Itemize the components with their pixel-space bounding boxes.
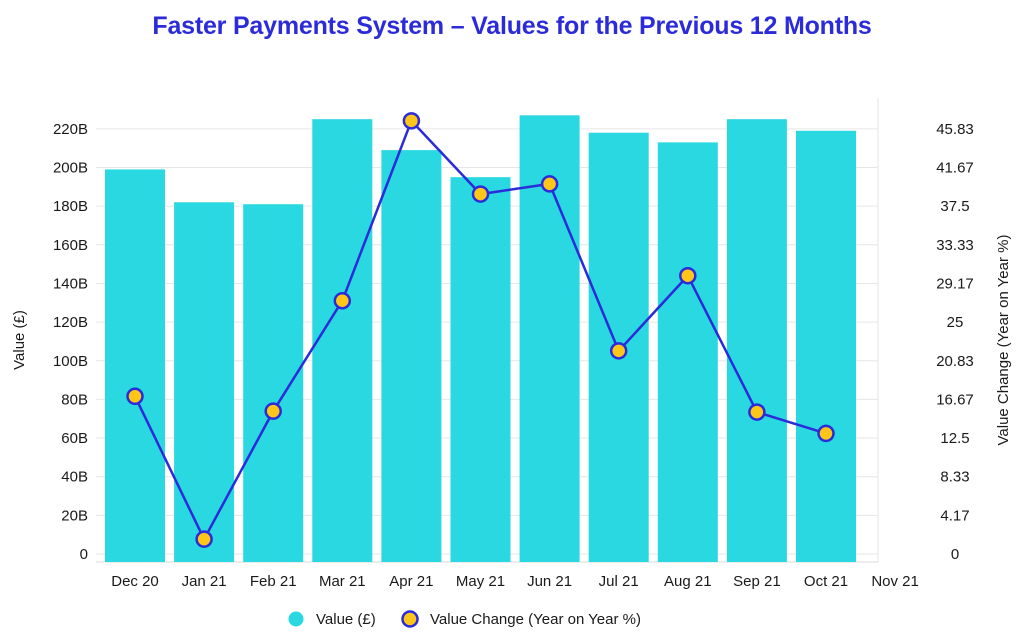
bar xyxy=(796,130,856,562)
y-axis-title: Value (£) xyxy=(11,310,28,370)
y2-tick-label: 29.17 xyxy=(936,275,974,292)
y-tick-label: 100B xyxy=(53,353,88,370)
chart-title: Faster Payments System – Values for the … xyxy=(152,12,872,40)
x-tick-label: Mar 21 xyxy=(319,573,366,590)
y2-tick-label: 16.67 xyxy=(936,391,974,408)
legend-label-value-change: Value Change (Year on Year %) xyxy=(430,611,641,628)
y-tick-label: 140B xyxy=(53,275,88,292)
x-tick-label: May 21 xyxy=(456,573,505,590)
x-axis-ticks: Dec 20 Jan 21 Feb 21 Mar 21 Apr 21 May 21 Jun … xyxy=(111,573,919,590)
y-tick-label: 200B xyxy=(53,160,88,177)
x-tick-label: Apr 21 xyxy=(389,573,433,590)
line-series xyxy=(126,112,835,548)
bar xyxy=(381,150,442,563)
x-tick-label: Jul 21 xyxy=(599,573,639,590)
y-tick-label: 120B xyxy=(53,314,88,331)
y2-tick-label: 4.17 xyxy=(940,507,969,524)
bar xyxy=(726,119,787,562)
x-tick-label: Jun 21 xyxy=(527,573,572,590)
x-tick-label: Feb 21 xyxy=(250,573,297,590)
line-point xyxy=(195,530,213,548)
bar xyxy=(174,202,235,562)
y2-tick-label: 33.33 xyxy=(936,237,974,254)
legend: Value (£) Value Change (Year on Year %) xyxy=(288,610,641,628)
y2-tick-label: 41.67 xyxy=(936,160,974,177)
x-tick-label: Dec 20 xyxy=(111,573,159,590)
legend-swatch-value-change xyxy=(401,610,419,628)
x-tick-label: Sep 21 xyxy=(733,573,781,590)
y-tick-label: 180B xyxy=(53,198,88,215)
y-axis-right-ticks: 0 4.17 8.33 12.5 16.67 20.83 25 29.17 33.33 37.5 4… xyxy=(936,121,974,563)
x-tick-label: Nov 21 xyxy=(871,573,919,590)
legend-swatch-value xyxy=(288,611,304,627)
y-axis-left-ticks: 0 20B 40B 60B 80B 100B 120B 140B 160B 180B 200B 220… xyxy=(53,121,88,563)
bar xyxy=(105,169,165,562)
y-tick-label: 220B xyxy=(53,121,88,138)
y2-tick-label: 12.5 xyxy=(940,430,969,447)
y2-axis-title: Value Change (Year on Year %) xyxy=(995,235,1012,446)
line-point xyxy=(333,292,352,310)
line-point xyxy=(817,424,835,443)
line-point xyxy=(679,266,697,285)
y-tick-label: 20B xyxy=(61,507,88,524)
line-point xyxy=(471,185,490,203)
bars xyxy=(105,115,856,563)
x-tick-label: Jan 21 xyxy=(182,573,227,590)
line-point xyxy=(126,387,144,406)
y2-tick-label: 25 xyxy=(947,314,964,331)
line-point xyxy=(540,175,559,193)
bar xyxy=(312,119,373,562)
y-tick-label: 60B xyxy=(61,430,88,447)
line-point xyxy=(264,402,282,420)
bar xyxy=(657,142,718,562)
line-point xyxy=(748,403,766,421)
y2-tick-label: 45.83 xyxy=(936,121,974,138)
legend-label-value: Value (£) xyxy=(316,611,376,628)
bar xyxy=(450,177,511,562)
x-tick-label: Aug 21 xyxy=(664,573,712,590)
y2-tick-label: 8.33 xyxy=(940,469,969,486)
y-tick-label: 160B xyxy=(53,237,88,254)
y2-tick-label: 20.83 xyxy=(936,353,974,370)
y-tick-label: 40B xyxy=(61,469,88,486)
y-tick-label: 80B xyxy=(61,391,88,408)
line-point xyxy=(402,112,421,130)
y2-tick-label: 37.5 xyxy=(940,198,969,215)
bar xyxy=(243,204,304,562)
line-point xyxy=(609,342,628,360)
y2-tick-label: 0 xyxy=(951,546,959,563)
x-tick-label: Oct 21 xyxy=(804,573,848,590)
y-tick-label: 0 xyxy=(80,546,88,563)
